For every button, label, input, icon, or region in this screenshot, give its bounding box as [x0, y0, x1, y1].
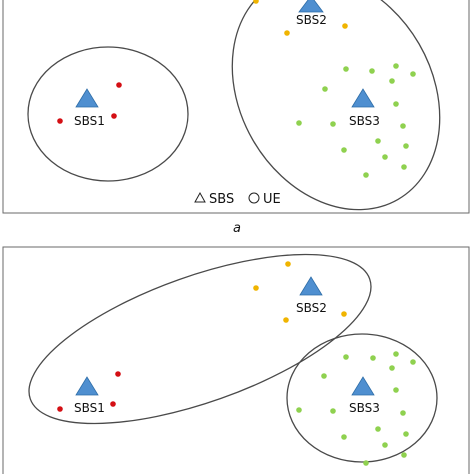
- sbs3-triangle: [351, 88, 375, 108]
- ue-point: [393, 351, 399, 357]
- cluster-1-ellipse: [27, 46, 189, 182]
- ue-point: [375, 138, 381, 144]
- sbs2-triangle: [298, 0, 324, 13]
- ue-point: [370, 355, 376, 361]
- panel-b-frame: [2, 246, 470, 474]
- triangle-icon: [194, 191, 206, 203]
- ue-point: [330, 408, 336, 414]
- ue-point: [111, 113, 117, 119]
- cluster-1-2-ellipse: [28, 253, 372, 425]
- ue-point: [393, 101, 399, 107]
- circle-icon: [248, 192, 260, 204]
- ue-point: [57, 406, 63, 412]
- sbs1-triangle: [75, 376, 99, 396]
- ue-point: [342, 23, 348, 29]
- sbs3-label: SBS3: [349, 401, 380, 415]
- ue-point: [341, 147, 347, 153]
- ue-point: [410, 359, 416, 365]
- ue-point: [296, 120, 302, 126]
- ue-point: [369, 68, 375, 74]
- ue-point: [296, 407, 302, 413]
- ue-point: [401, 164, 407, 170]
- ue-point: [401, 452, 407, 458]
- ue-point: [382, 442, 388, 448]
- ue-point: [57, 118, 63, 124]
- ue-point: [322, 86, 328, 92]
- sbs1-triangle: [75, 88, 99, 108]
- panel-b: SBS1 SBS2 SBS3: [2, 246, 470, 474]
- legend-sbs-label: SBS: [209, 192, 234, 207]
- ue-point: [341, 311, 347, 317]
- ue-point: [400, 123, 406, 129]
- cluster-2-3-ellipse: [231, 0, 441, 211]
- ue-point: [393, 63, 399, 69]
- sbs2-label: SBS2: [296, 301, 327, 315]
- sbs1-label: SBS1: [74, 401, 105, 415]
- ue-point: [393, 387, 399, 393]
- ue-point: [403, 143, 409, 149]
- ue-point: [363, 460, 369, 466]
- ue-point: [283, 317, 289, 323]
- ue-point: [110, 401, 116, 407]
- ue-point: [403, 431, 409, 437]
- ue-point: [375, 426, 381, 432]
- ue-point: [285, 261, 291, 267]
- ue-point: [343, 66, 349, 72]
- ue-point: [116, 82, 122, 88]
- ue-point: [389, 365, 395, 371]
- ue-point: [410, 71, 416, 77]
- sbs2-label: SBS2: [296, 13, 327, 27]
- ue-point: [115, 371, 121, 377]
- ue-point: [389, 78, 395, 84]
- panel-a-caption: a: [233, 221, 241, 236]
- sbs1-label: SBS1: [74, 114, 105, 128]
- ue-point: [330, 121, 336, 127]
- ue-point: [341, 434, 347, 440]
- panel-a: SBS1 SBS2 SBS3 SBS UE: [2, 0, 470, 214]
- sbs3-label: SBS3: [349, 114, 380, 128]
- ue-point: [284, 30, 290, 36]
- sbs2-triangle: [299, 276, 323, 296]
- ue-point: [253, 0, 259, 4]
- legend-ue-label: UE: [263, 192, 281, 207]
- panel-a-frame: [2, 0, 470, 214]
- sbs3-triangle: [351, 376, 375, 396]
- ue-point: [321, 373, 327, 379]
- cluster-3-ellipse: [286, 333, 438, 463]
- ue-point: [253, 285, 259, 291]
- ue-point: [363, 172, 369, 178]
- ue-point: [382, 154, 388, 160]
- ue-point: [400, 410, 406, 416]
- ue-point: [343, 354, 349, 360]
- legend: SBS UE: [194, 191, 281, 207]
